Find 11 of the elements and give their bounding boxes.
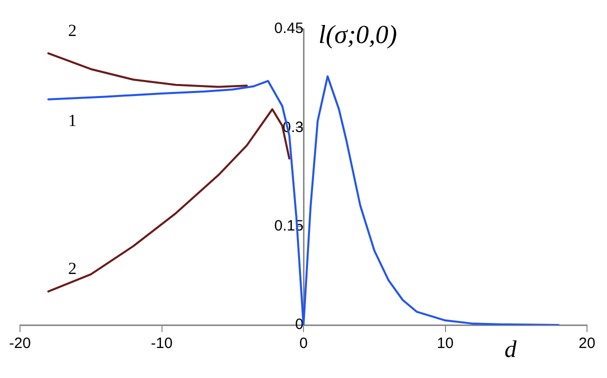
y-tick-label: 0.45 [274,20,304,38]
x-tick-label: -10 [150,335,173,352]
x-tick-label: 10 [436,335,454,352]
series-label: 1 [68,110,77,130]
y-axis-title: l(σ;0,0) [318,20,398,49]
x-axis-title: d [504,337,518,363]
x-tick-label: 20 [578,335,596,352]
series-label: 2 [68,258,77,278]
x-tick-label: -20 [9,335,31,352]
y-tick-label: 0 [295,316,304,334]
series-label: 2 [68,20,77,40]
